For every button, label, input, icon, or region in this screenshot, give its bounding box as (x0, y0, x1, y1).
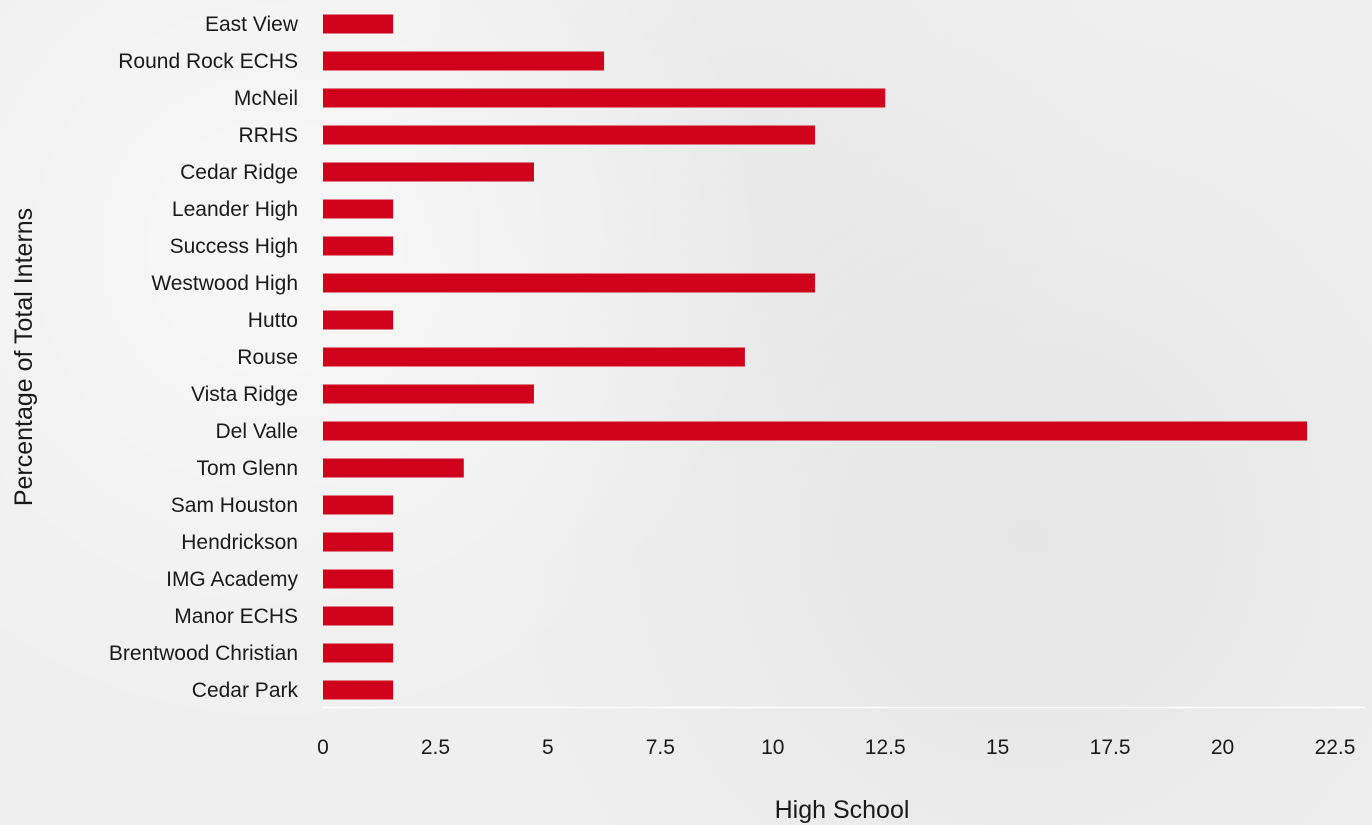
category-labels: East View Round Rock ECHS McNeil RRHS Cedar … (109, 13, 299, 702)
bar (323, 88, 886, 108)
category-label: Westwood High (151, 272, 298, 295)
bar (323, 236, 394, 256)
category-label: IMG Academy (166, 568, 298, 591)
bar (323, 606, 394, 626)
category-label: Round Rock ECHS (118, 50, 298, 73)
category-label: Tom Glenn (196, 457, 298, 480)
category-label: Del Valle (216, 420, 298, 443)
bar (323, 495, 394, 515)
category-label: McNeil (234, 87, 298, 110)
category-label: Cedar Ridge (180, 161, 298, 184)
x-tick-label: 10 (761, 736, 784, 759)
category-label: Rouse (237, 346, 298, 369)
bar (323, 14, 394, 34)
x-tick-labels: 0 2.5 5 7.5 10 12.5 15 17.5 20 22.5 (317, 736, 1355, 759)
category-label: Sam Houston (171, 494, 298, 517)
bars-group (323, 14, 1308, 700)
y-axis-title: Percentage of Total Interns (10, 208, 38, 506)
category-label: Leander High (172, 198, 298, 221)
category-label: Success High (170, 235, 298, 258)
bar (323, 680, 394, 700)
bar (323, 532, 394, 552)
category-label: Hendrickson (181, 531, 298, 554)
bar (323, 643, 394, 663)
x-tick-label: 12.5 (865, 736, 906, 759)
x-tick-label: 7.5 (646, 736, 675, 759)
bar (323, 347, 745, 367)
bar (323, 51, 605, 71)
category-label: Vista Ridge (191, 383, 298, 406)
bar (323, 421, 1308, 441)
x-tick-label: 17.5 (1090, 736, 1131, 759)
category-label: East View (205, 13, 299, 36)
x-tick-label: 0 (317, 736, 329, 759)
category-label: Manor ECHS (174, 605, 298, 628)
x-tick-label: 15 (986, 736, 1009, 759)
bar (323, 384, 534, 404)
bar (323, 199, 394, 219)
category-label: Hutto (248, 309, 298, 332)
bar (323, 162, 534, 182)
x-tick-label: 22.5 (1315, 736, 1356, 759)
bar (323, 125, 816, 145)
bar (323, 458, 464, 478)
bar (323, 310, 394, 330)
x-tick-label: 5 (542, 736, 554, 759)
category-label: Brentwood Christian (109, 642, 298, 665)
category-label: RRHS (238, 124, 298, 147)
bar (323, 569, 394, 589)
bar (323, 273, 816, 293)
x-tick-label: 20 (1211, 736, 1234, 759)
x-axis-title: High School (775, 796, 910, 824)
category-label: Cedar Park (192, 679, 299, 702)
x-tick-label: 2.5 (421, 736, 450, 759)
